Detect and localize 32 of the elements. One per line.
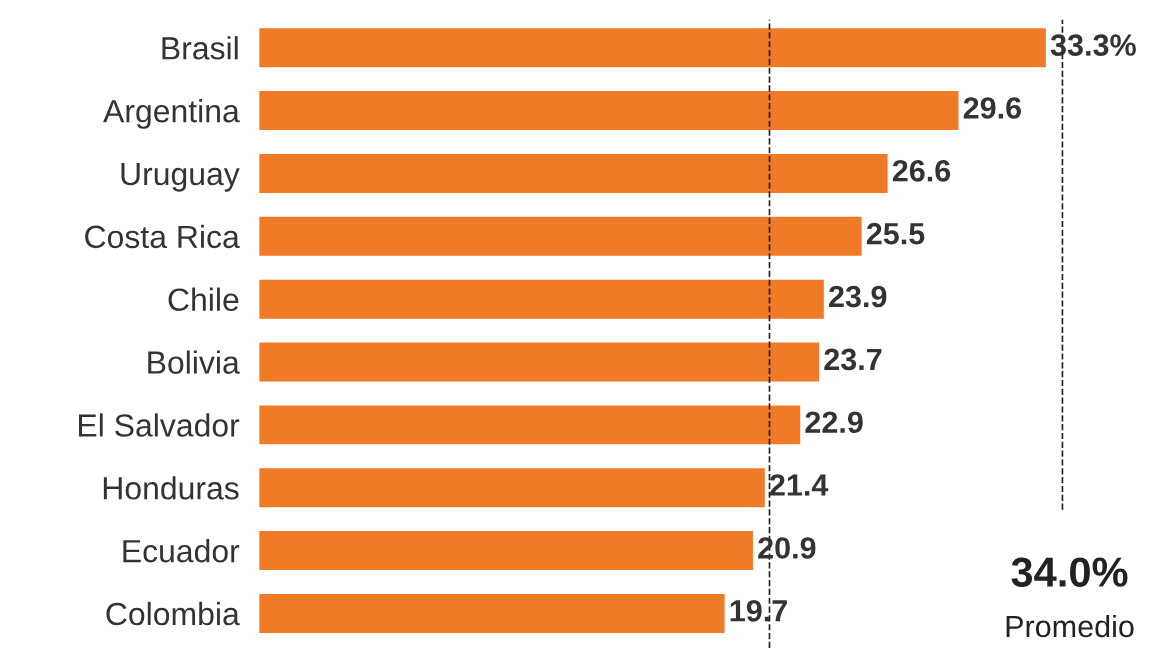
data-label: 22.9 bbox=[805, 411, 863, 434]
annotation: Promedio bbox=[1006, 614, 1134, 638]
bar bbox=[259, 342, 820, 382]
bar bbox=[259, 405, 801, 445]
data-label: 33.3% bbox=[1050, 34, 1136, 56]
data-label: 21.4 bbox=[769, 474, 829, 496]
y-tick-label: Ecuador bbox=[123, 539, 240, 563]
data-label: 20.9 bbox=[758, 537, 816, 559]
data-label: 23.7 bbox=[824, 348, 882, 371]
bar bbox=[259, 91, 959, 131]
y-tick-label: Colombia bbox=[106, 601, 240, 626]
data-label: 29.6 bbox=[963, 97, 1022, 119]
bar bbox=[259, 153, 888, 193]
y-tick-label: Uruguay bbox=[121, 163, 240, 192]
bar bbox=[259, 28, 1046, 68]
bar bbox=[259, 279, 824, 319]
data-label: 25.5 bbox=[866, 222, 925, 245]
y-tick-label: Argentina bbox=[103, 99, 240, 129]
bar bbox=[259, 468, 765, 508]
y-tick-label: Honduras bbox=[103, 476, 239, 500]
y-tick-label: El Salvador bbox=[79, 413, 240, 437]
bar bbox=[259, 531, 753, 571]
data-label: 19.7 bbox=[730, 599, 787, 622]
y-tick-label: Brasil bbox=[162, 36, 238, 60]
data-label: 26.6 bbox=[892, 160, 951, 182]
y-tick-label: Bolivia bbox=[148, 350, 240, 374]
bar bbox=[259, 593, 725, 633]
y-tick-label: Chile bbox=[168, 287, 239, 312]
bar bbox=[259, 216, 862, 256]
ref-line-label: 34.0% bbox=[1011, 557, 1128, 587]
y-tick-label: Costa Rica bbox=[85, 224, 240, 249]
data-label: 23.9 bbox=[829, 285, 887, 308]
